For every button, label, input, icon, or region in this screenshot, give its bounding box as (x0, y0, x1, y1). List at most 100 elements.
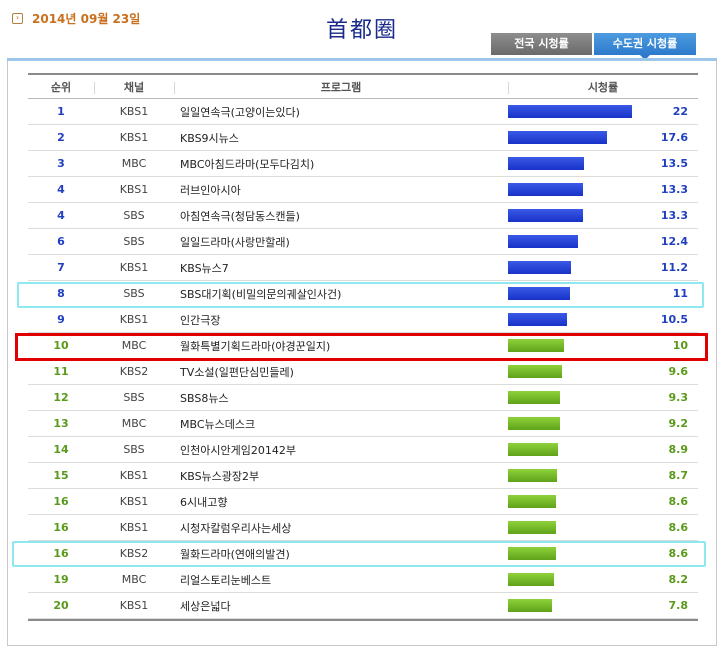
table-row[interactable]: 8 SBS SBS대기획(비밀의문의궤살인사건) 11 (28, 281, 698, 307)
rank-cell: 1 (57, 105, 65, 118)
table-row[interactable]: 13 MBC MBC뉴스데스크 9.2 (28, 411, 698, 437)
rating-bar-cell (508, 411, 644, 436)
channel-cell: KBS1 (119, 521, 149, 534)
program-cell[interactable]: 시청자칼럼우리사는세상 (180, 521, 292, 535)
rating-value: 13.3 (660, 183, 688, 196)
rank-cell: 7 (57, 261, 65, 274)
table-row[interactable]: 11 KBS2 TV소설(일편단심민들레) 9.6 (28, 359, 698, 385)
table-row[interactable]: 16 KBS1 6시내고향 8.6 (28, 489, 698, 515)
channel-cell: MBC (121, 157, 147, 170)
table-row[interactable]: 15 KBS1 KBS뉴스광장2부 8.7 (28, 463, 698, 489)
rating-bar (508, 391, 560, 404)
rating-value: 8.9 (668, 443, 689, 456)
channel-cell: MBC (121, 573, 147, 586)
tab-capital-ratings[interactable]: 수도권 시청률 (594, 33, 696, 55)
program-cell[interactable]: 아침연속극(청담동스캔들) (180, 209, 300, 223)
rank-cell: 16 (53, 495, 69, 508)
rating-bar (508, 183, 583, 196)
header-channel-label: 채널 (123, 80, 145, 94)
rank-cell: 4 (57, 183, 65, 196)
channel-cell: KBS2 (119, 547, 149, 560)
rating-value: 12.4 (660, 235, 688, 248)
rating-bar (508, 365, 562, 378)
rating-bar-cell (508, 203, 644, 228)
table-row[interactable]: 7 KBS1 KBS뉴스7 11.2 (28, 255, 698, 281)
rating-bar (508, 495, 556, 508)
rating-bar-cell (508, 151, 644, 176)
program-cell[interactable]: 인천아시안게임20142부 (180, 443, 296, 457)
table-row[interactable]: 1 KBS1 일일연속극(고양이는있다) 22 (28, 99, 698, 125)
channel-cell: KBS1 (119, 131, 149, 144)
rating-value: 22 (672, 105, 688, 118)
program-cell[interactable]: 리얼스토리눈베스트 (180, 573, 272, 587)
table-row[interactable]: 20 KBS1 세상은넓다 7.8 (28, 593, 698, 619)
rating-value: 7.8 (668, 599, 689, 612)
rating-bar (508, 131, 607, 144)
program-cell[interactable]: 일일드라마(사랑만할래) (180, 235, 290, 249)
program-cell[interactable]: KBS9시뉴스 (180, 131, 239, 145)
table-row[interactable]: 12 SBS SBS8뉴스 9.3 (28, 385, 698, 411)
program-cell[interactable]: KBS뉴스광장2부 (180, 469, 260, 483)
rank-cell: 3 (57, 157, 65, 170)
program-cell[interactable]: 인간극장 (180, 313, 221, 327)
program-cell[interactable]: 월화드라마(연애의발견) (180, 547, 290, 561)
rating-bar-cell (508, 307, 644, 332)
rating-value: 8.6 (668, 547, 689, 560)
rating-bar (508, 417, 560, 430)
table-row[interactable]: 4 SBS 아침연속극(청담동스캔들) 13.3 (28, 203, 698, 229)
rating-value: 13.5 (660, 157, 688, 170)
rating-bar-cell (508, 99, 644, 124)
program-cell[interactable]: SBS대기획(비밀의문의궤살인사건) (180, 287, 342, 301)
rating-bar (508, 209, 583, 222)
rating-bar-cell (508, 541, 644, 566)
table-row[interactable]: 16 KBS2 월화드라마(연애의발견) 8.6 (28, 541, 698, 567)
ratings-table: 순위 채널 프로그램 시청률 1 KBS1 일일연속극(고양이는있다) 22 2 KBS1… (28, 73, 698, 621)
program-cell[interactable]: MBC아침드라마(모두다김치) (180, 157, 315, 171)
date-label: 2014년 09월 23일 (32, 11, 141, 26)
program-cell[interactable]: SBS8뉴스 (180, 391, 229, 405)
active-tab-pointer-icon (640, 55, 650, 60)
table-row[interactable]: 3 MBC MBC아침드라마(모두다김치) 13.5 (28, 151, 698, 177)
program-cell[interactable]: 6시내고향 (180, 495, 228, 509)
rating-bar-cell (508, 385, 644, 410)
rating-value: 11 (672, 287, 688, 300)
program-cell[interactable]: 월화특별기획드라마(야경꾼일지) (180, 339, 331, 353)
table-row[interactable]: 4 KBS1 러브인아시아 13.3 (28, 177, 698, 203)
channel-cell: SBS (123, 209, 145, 222)
rating-value: 10 (672, 339, 688, 352)
rank-cell: 6 (57, 235, 65, 248)
rating-value: 17.6 (660, 131, 688, 144)
rating-bar (508, 573, 554, 586)
table-row[interactable]: 10 MBC 월화특별기획드라마(야경꾼일지) 10 (28, 333, 698, 359)
rating-bar-cell (508, 333, 644, 358)
rank-cell: 20 (53, 599, 69, 612)
table-row[interactable]: 9 KBS1 인간극장 10.5 (28, 307, 698, 333)
rating-bar (508, 313, 567, 326)
program-cell[interactable]: 일일연속극(고양이는있다) (180, 105, 300, 119)
rating-bar (508, 287, 570, 300)
rank-cell: 13 (53, 417, 69, 430)
program-cell[interactable]: KBS뉴스7 (180, 261, 229, 275)
program-cell[interactable]: TV소설(일편단심민들레) (180, 365, 294, 379)
program-cell[interactable]: 세상은넓다 (180, 599, 231, 613)
rating-bar (508, 157, 584, 170)
channel-cell: KBS1 (119, 599, 149, 612)
rating-bar-cell (508, 515, 644, 540)
header-program: 프로그램 (174, 75, 508, 98)
table-row[interactable]: 16 KBS1 시청자칼럼우리사는세상 8.6 (28, 515, 698, 541)
table-row[interactable]: 2 KBS1 KBS9시뉴스 17.6 (28, 125, 698, 151)
rating-value: 8.6 (668, 495, 689, 508)
table-bottom-line (28, 619, 698, 621)
table-row[interactable]: 6 SBS 일일드라마(사랑만할래) 12.4 (28, 229, 698, 255)
channel-cell: SBS (123, 235, 145, 248)
program-cell[interactable]: MBC뉴스데스크 (180, 417, 256, 431)
rating-bar-cell (508, 177, 644, 202)
tab-national-ratings[interactable]: 전국 시청률 (491, 33, 592, 55)
program-cell[interactable]: 러브인아시아 (180, 183, 241, 197)
rating-bar (508, 521, 556, 534)
rank-cell: 16 (53, 521, 69, 534)
table-row[interactable]: 19 MBC 리얼스토리눈베스트 8.2 (28, 567, 698, 593)
rating-value: 9.3 (668, 391, 689, 404)
rating-bar-cell (508, 359, 644, 384)
table-row[interactable]: 14 SBS 인천아시안게임20142부 8.9 (28, 437, 698, 463)
